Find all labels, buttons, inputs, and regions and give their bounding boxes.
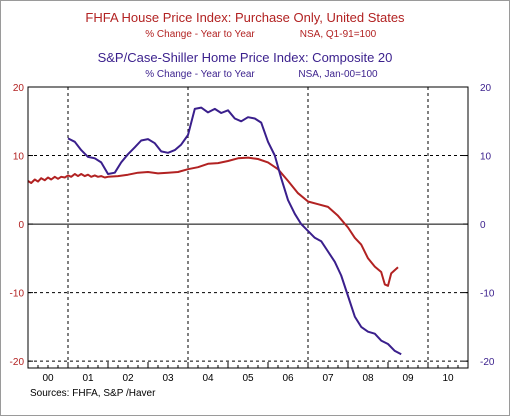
x-tick-label: 09 — [402, 373, 414, 384]
chart-titles: FHFA House Price Index: Purchase Only, U… — [85, 10, 405, 80]
series1-title: FHFA House Price Index: Purchase Only, U… — [85, 10, 405, 25]
series2-title: S&P/Case-Shiller Home Price Index: Compo… — [98, 50, 393, 65]
y-tick-label-left: 10 — [13, 152, 25, 163]
series1-note: NSA, Q1-91=100 — [300, 29, 377, 40]
y-tick-label-left: -10 — [10, 289, 25, 300]
x-tick-label: 03 — [162, 373, 174, 384]
x-tick-label: 00 — [42, 373, 54, 384]
x-tick-label: 07 — [322, 373, 334, 384]
series2-subtitle: % Change - Year to Year — [145, 69, 255, 80]
series2-note: NSA, Jan-00=100 — [298, 69, 378, 80]
x-tick-label: 04 — [202, 373, 214, 384]
y-tick-label-right: 20 — [480, 83, 492, 94]
plot-border — [27, 86, 469, 369]
x-tick-label: 02 — [122, 373, 134, 384]
y-tick-label-left: -20 — [10, 357, 25, 368]
y-tick-label-right: -20 — [480, 357, 495, 368]
series-lines — [27, 106, 402, 356]
series1-subtitle: % Change - Year to Year — [145, 29, 255, 40]
x-tick-label: 05 — [242, 373, 254, 384]
series-line-2 — [67, 106, 402, 356]
y-axes: 20 20 10 10 0 0 -10 -10 -20 -20 — [10, 83, 495, 368]
series-line-1 — [27, 156, 399, 287]
source-note: Sources: FHFA, S&P /Haver — [30, 388, 156, 399]
y-tick-label-right: 10 — [480, 152, 492, 163]
grid-lines — [28, 86, 468, 368]
x-axis: 00 01 02 03 04 05 06 07 08 09 10 — [27, 362, 469, 384]
y-tick-label-left: 0 — [18, 220, 24, 231]
x-tick-label: 06 — [282, 373, 294, 384]
x-tick-label: 01 — [82, 373, 94, 384]
x-tick-label: 08 — [362, 373, 374, 384]
y-tick-label-right: -10 — [480, 289, 495, 300]
x-tick-label: 10 — [442, 373, 454, 384]
y-tick-label-left: 20 — [13, 83, 25, 94]
y-tick-label-right: 0 — [480, 220, 486, 231]
